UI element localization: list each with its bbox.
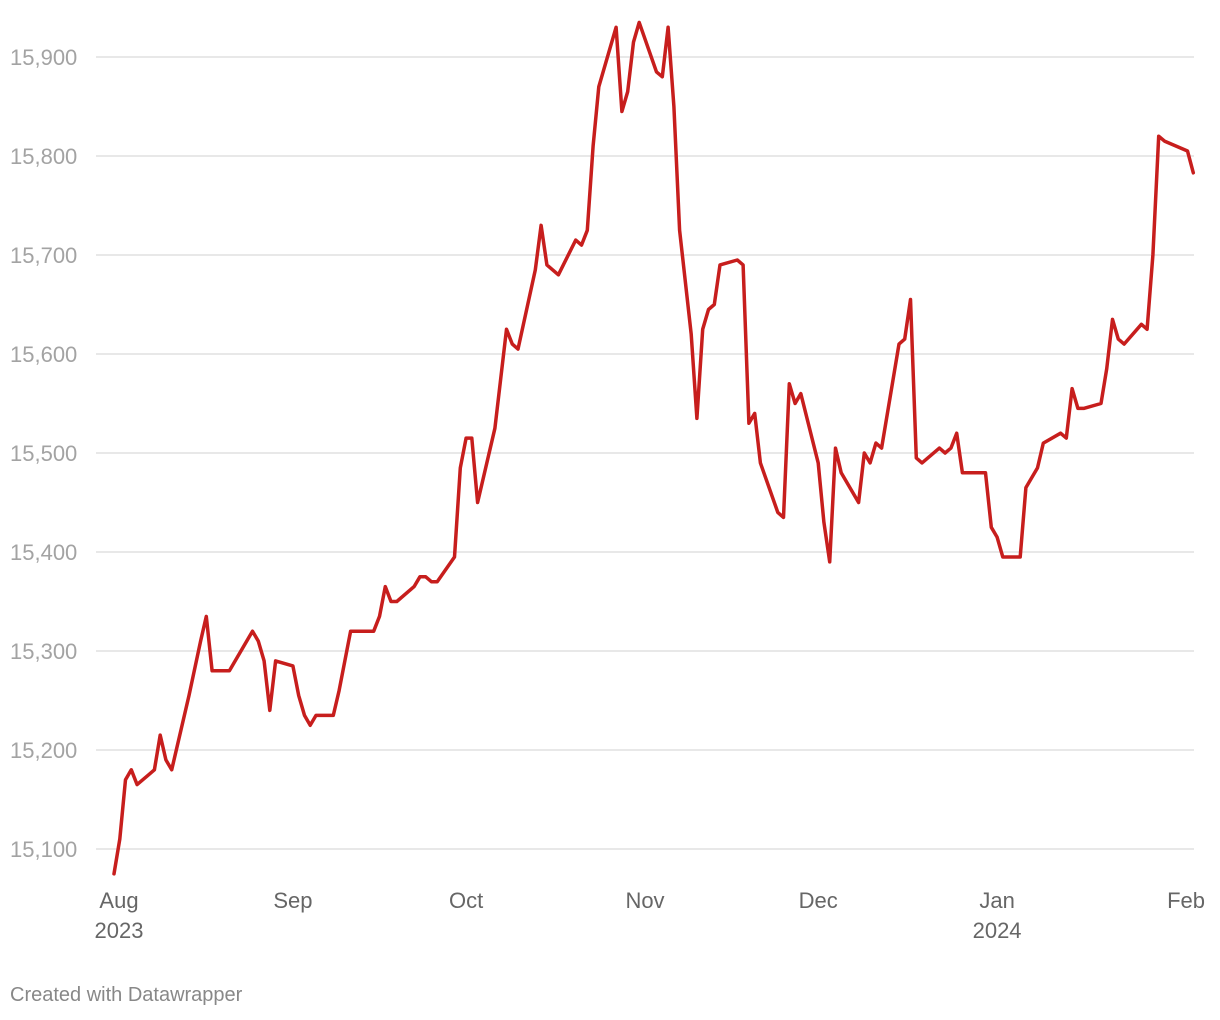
series-line [112, 20, 1196, 876]
x-tick-label: Nov [625, 888, 664, 913]
footer-credit: Created with Datawrapper [10, 984, 243, 1006]
x-tick-label: Dec [799, 888, 838, 913]
x-tick-label: Sep [273, 888, 312, 913]
x-tick-year-label: 2024 [973, 918, 1022, 943]
y-tick-label: 15,900 [10, 45, 77, 70]
line-chart: 15,100 15,200 15,300 15,400 15,500 15,600 15,7… [10, 20, 1205, 943]
y-tick-label: 15,700 [10, 243, 77, 268]
x-tick-label: Aug [99, 888, 138, 913]
series-line-layer [112, 20, 1196, 876]
y-tick-label: 15,400 [10, 540, 77, 565]
y-tick-label: 15,500 [10, 441, 77, 466]
y-tick-label: 15,200 [10, 738, 77, 763]
y-axis-ticks: 15,100 15,200 15,300 15,400 15,500 15,600 15,7… [10, 45, 77, 862]
x-tick-label: Jan [979, 888, 1014, 913]
y-tick-label: 15,100 [10, 837, 77, 862]
y-tick-label: 15,800 [10, 144, 77, 169]
grid-lines [96, 56, 1194, 850]
x-tick-label: Feb [1167, 888, 1205, 913]
x-tick-year-label: 2023 [95, 918, 144, 943]
y-tick-label: 15,300 [10, 639, 77, 664]
x-tick-label: Oct [449, 888, 483, 913]
y-tick-label: 15,600 [10, 342, 77, 367]
x-axis-ticks: Aug 2023 Sep Oct Nov Dec Jan 2024 Feb [95, 888, 1205, 943]
